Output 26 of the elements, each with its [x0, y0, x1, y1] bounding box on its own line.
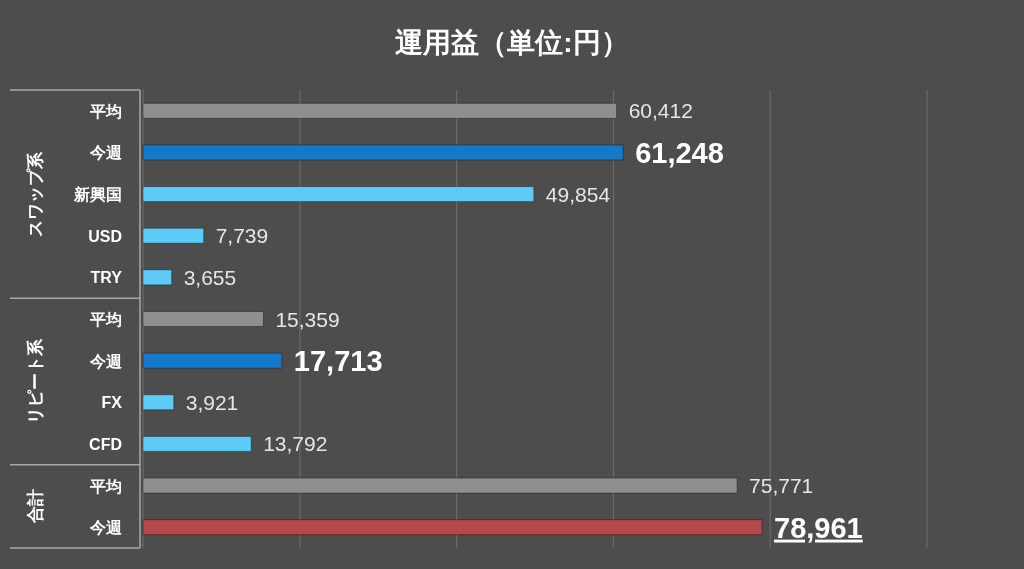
y-tick-label: 平均: [90, 102, 122, 120]
group-label: スワップ系: [26, 151, 46, 237]
data-label: 15,359: [275, 307, 340, 331]
data-label: 13,792: [263, 432, 328, 456]
data-label: 3,655: [183, 265, 237, 289]
group-label: リピート系: [26, 338, 46, 424]
data-label: 61,248: [635, 136, 724, 169]
data-label: 78,961: [774, 511, 863, 544]
y-tick-label: 今週: [90, 519, 122, 537]
y-tick-label: 今週: [90, 144, 122, 162]
data-label: 17,713: [293, 345, 383, 378]
y-tick-label: TRY: [90, 269, 122, 287]
y-tick-label: FX: [101, 394, 122, 412]
data-label: 7,739: [215, 224, 269, 248]
data-label: 49,854: [545, 182, 611, 206]
y-tick-label: 今週: [90, 352, 122, 370]
y-tick-label: 平均: [90, 311, 122, 328]
data-label: 3,921: [185, 390, 239, 414]
y-tick-label: CFD: [89, 435, 122, 453]
y-tick-label: USD: [88, 227, 122, 245]
title: 運用益（単位:円）: [395, 27, 629, 58]
data-label: 60,412: [628, 99, 693, 123]
data-label: 75,771: [749, 474, 814, 498]
y-tick-label: 新興国: [74, 186, 122, 204]
y-tick-label: 平均: [90, 477, 122, 495]
group-label: 合計: [26, 489, 46, 524]
